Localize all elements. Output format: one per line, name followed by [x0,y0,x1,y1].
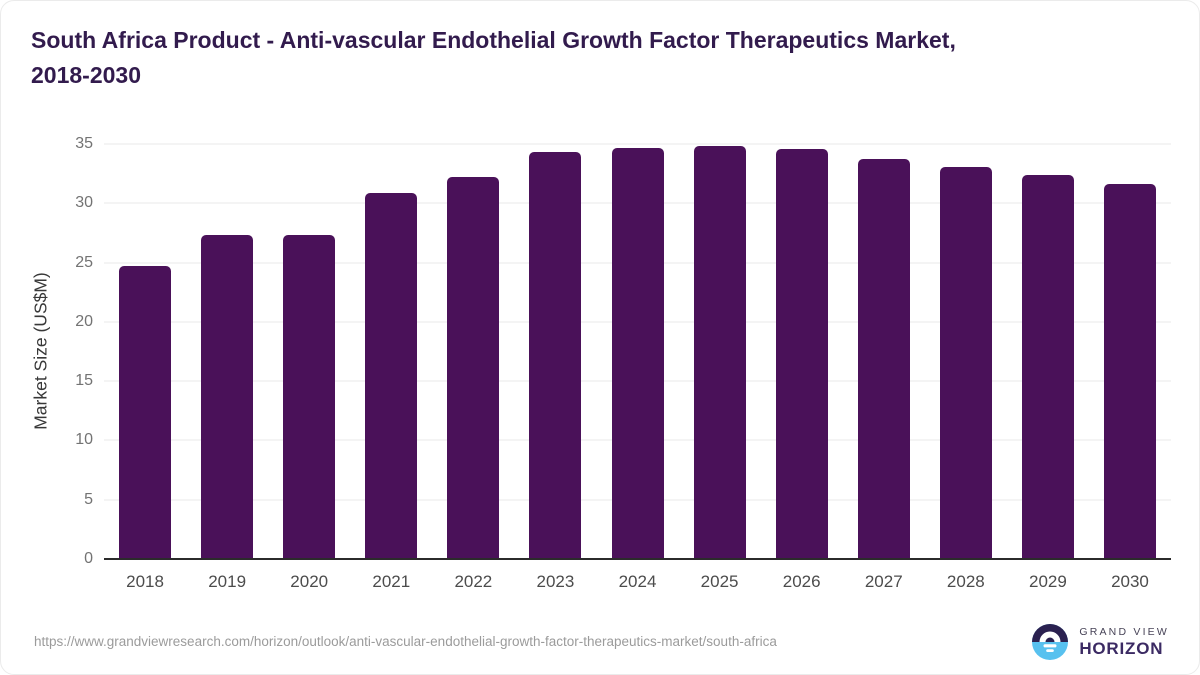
x-tick-label-2018: 2018 [126,572,164,591]
x-tick-label-2022: 2022 [454,572,493,591]
x-tick-label-2021: 2021 [372,572,411,591]
x-tick-label-2023: 2023 [536,572,575,591]
x-tick-label-2028: 2028 [946,572,985,591]
bar-band-2027 [843,144,925,559]
bar-2019[interactable] [201,235,254,559]
bar-2023[interactable] [529,152,582,559]
bar-2030[interactable] [1103,184,1156,559]
bar-band-2018 [104,144,186,559]
x-tick-label-2030: 2030 [1111,572,1149,591]
x-tick-label-2020: 2020 [290,572,329,591]
bar-2029[interactable] [1021,174,1074,559]
x-labels: 2018 2019 2020 2021 2022 2023 2024 2025 2026 2027… [104,572,1171,592]
bar-2020[interactable] [283,235,336,559]
logo-horizon-text: HORIZON [1079,639,1164,658]
plot-area [104,143,1171,560]
bar-band-2020 [268,144,350,559]
bar-band-2019 [186,144,268,559]
bar-band-2026 [761,144,843,559]
x-tick-label-2025: 2025 [700,572,739,591]
y-tick-label-20: 20 [75,312,93,330]
y-tick-label-25: 25 [75,253,93,271]
bar-band-2022 [432,144,514,559]
x-tick-label-2026: 2026 [782,572,821,591]
bar-band-2028 [925,144,1007,559]
x-tick-label-2029: 2029 [1028,572,1067,591]
chart-title-line2: 2018-2030 [31,62,141,88]
bar-band-2025 [679,144,761,559]
source-url: https://www.grandviewresearch.com/horizo… [34,634,777,649]
y-tick-label-30: 30 [75,194,93,212]
bar-band-2024 [596,144,678,559]
bar-band-2029 [1007,144,1089,559]
bars [104,144,1171,559]
y-tick-labels: 0 5 10 15 20 25 30 35 [1,136,93,567]
bar-band-2021 [350,144,432,559]
bar-2025[interactable] [693,146,746,559]
x-tick-label-2019: 2019 [208,572,247,591]
logo-grand-view-text: GRAND VIEW [1079,626,1169,638]
logo-stripe-2 [1046,649,1055,652]
y-tick-label-35: 35 [75,135,93,152]
bar-2026[interactable] [775,148,828,559]
y-tick-label-10: 10 [75,431,93,449]
y-tick-label-0: 0 [84,550,93,567]
x-tick-label-2024: 2024 [618,572,657,591]
bar-2024[interactable] [611,147,664,559]
gridline-35 [104,143,1171,145]
x-axis-line [104,558,1171,560]
logo-stripe-1 [1043,644,1057,648]
horizon-logo-icon [1032,624,1069,660]
bar-band-2023 [514,144,596,559]
chart-title: South Africa Product - Anti-vascular End… [31,23,1176,93]
logo-sun-arch [1039,631,1061,642]
x-tick-label-2027: 2027 [864,572,903,591]
bar-2028[interactable] [939,166,992,559]
bar-band-2030 [1089,144,1171,559]
logo-wordmark: GRAND VIEW HORIZON [1079,626,1169,658]
chart-title-line1: South Africa Product - Anti-vascular End… [31,27,956,53]
bar-2022[interactable] [447,177,500,559]
y-tick-label-5: 5 [84,490,93,508]
bar-2027[interactable] [857,159,910,559]
bar-2021[interactable] [365,192,418,559]
y-tick-label-15: 15 [75,372,93,390]
bar-2018[interactable] [119,266,172,559]
grandview-horizon-logo: GRAND VIEW HORIZON [1030,622,1169,662]
